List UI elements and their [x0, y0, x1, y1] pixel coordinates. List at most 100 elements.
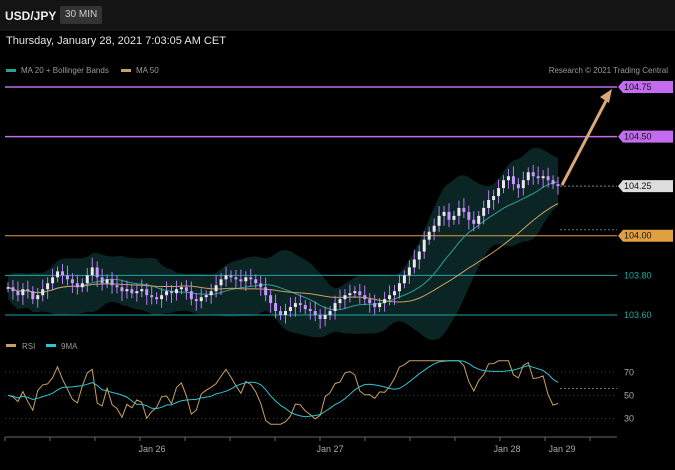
- forecast-arrow-shaft: [560, 96, 610, 186]
- candle-body: [140, 289, 144, 292]
- candle-body: [358, 291, 362, 296]
- candle-body: [199, 297, 203, 302]
- candle-body: [6, 287, 10, 289]
- candle-body: [125, 289, 129, 292]
- candle-body: [95, 267, 99, 278]
- candle-body: [318, 315, 322, 319]
- candle-body: [80, 283, 84, 288]
- candle-body: [373, 303, 377, 308]
- candle-body: [516, 184, 520, 189]
- candle-body: [388, 295, 392, 300]
- candle-body: [184, 287, 188, 292]
- candle-body: [492, 196, 496, 201]
- candle-body: [556, 184, 560, 187]
- candle-body: [472, 219, 476, 224]
- legend-ma50-swatch: [121, 69, 131, 72]
- candle-body: [526, 172, 530, 181]
- candle-body: [269, 295, 273, 304]
- candle-body: [437, 215, 441, 226]
- candle-body: [130, 289, 134, 294]
- candle-body: [70, 279, 74, 284]
- candle-body: [383, 299, 387, 304]
- candle-body: [229, 275, 233, 278]
- candle-body: [204, 295, 208, 298]
- level-tag-104-25: [618, 180, 673, 193]
- candle-body: [432, 225, 436, 232]
- x-tick-jan-29: Jan 29: [548, 444, 575, 454]
- rsi-ma-line: [7, 360, 559, 418]
- candle-body: [412, 259, 416, 268]
- candle-body: [209, 291, 213, 296]
- legend-rsi-swatch: [6, 344, 16, 347]
- candle-body: [482, 207, 486, 216]
- candle-body: [150, 295, 154, 298]
- candle-body: [467, 211, 471, 220]
- candle-body: [546, 176, 550, 181]
- candle-body: [120, 287, 124, 292]
- candle-body: [283, 311, 287, 315]
- candle-body: [61, 271, 65, 276]
- candle-body: [189, 291, 193, 300]
- candle-body: [274, 303, 278, 312]
- candle-body: [363, 295, 367, 300]
- candle-body: [308, 309, 312, 312]
- candle-body: [234, 277, 238, 280]
- candle-body: [447, 211, 451, 220]
- candle-body: [155, 297, 159, 300]
- candle-body: [46, 283, 50, 290]
- candle-body: [105, 279, 109, 284]
- ma50-line: [7, 203, 559, 303]
- interval-button[interactable]: 30 MIN: [60, 6, 103, 24]
- level-label-104-75: 104.75: [624, 82, 652, 92]
- candle-body: [165, 291, 169, 296]
- candle-body: [462, 207, 466, 212]
- candle-body: [497, 188, 501, 197]
- rsi-line: [7, 360, 559, 425]
- candle-body: [293, 303, 297, 308]
- candle-body: [174, 289, 178, 294]
- level-tag-104-00: [618, 229, 673, 242]
- candle-body: [422, 239, 426, 252]
- candle-body: [397, 283, 401, 292]
- timestamp: Thursday, January 28, 2021 7:03:05 AM CE…: [6, 35, 226, 47]
- candle-body: [338, 299, 342, 304]
- x-tick-jan-26: Jan 26: [138, 444, 165, 454]
- legend-rsi-label: RSI: [22, 342, 35, 351]
- candle-body: [254, 279, 258, 284]
- legend-ma20-label: MA 20 + Bollinger Bands: [21, 66, 109, 75]
- candle-body: [288, 307, 292, 312]
- candle-body: [244, 277, 248, 282]
- credit-text: Research © 2021 Trading Central: [549, 66, 669, 75]
- level-label-103-60: 103.60: [624, 310, 652, 320]
- symbol-title: USD/JPY: [5, 9, 57, 23]
- candle-body: [36, 295, 40, 300]
- candle-body: [407, 267, 411, 276]
- legend-ma20-swatch: [6, 69, 16, 72]
- candle-body: [160, 295, 164, 300]
- candle-body: [110, 279, 114, 286]
- rsi-tick-70: 70: [624, 367, 634, 377]
- candle-body: [115, 285, 119, 288]
- candle-body: [85, 275, 89, 284]
- candle-body: [378, 303, 382, 308]
- candle-body: [427, 231, 431, 240]
- candle-body: [179, 287, 183, 290]
- candle-body: [249, 277, 253, 280]
- candle-body: [477, 215, 481, 224]
- candle-body: [51, 277, 55, 284]
- candle-body: [75, 283, 79, 288]
- level-label-104-00: 104.00: [624, 231, 652, 241]
- candle-body: [279, 311, 283, 315]
- candle-body: [551, 180, 555, 185]
- candle-body: [41, 289, 45, 296]
- candle-body: [135, 291, 139, 294]
- candle-body: [501, 180, 505, 189]
- candle-body: [521, 180, 525, 189]
- candle-body: [353, 291, 357, 294]
- candle-body: [21, 289, 25, 296]
- rsi-tick-50: 50: [624, 390, 634, 400]
- candle-body: [313, 311, 317, 315]
- candle-body: [368, 299, 372, 304]
- candle-body: [531, 172, 535, 177]
